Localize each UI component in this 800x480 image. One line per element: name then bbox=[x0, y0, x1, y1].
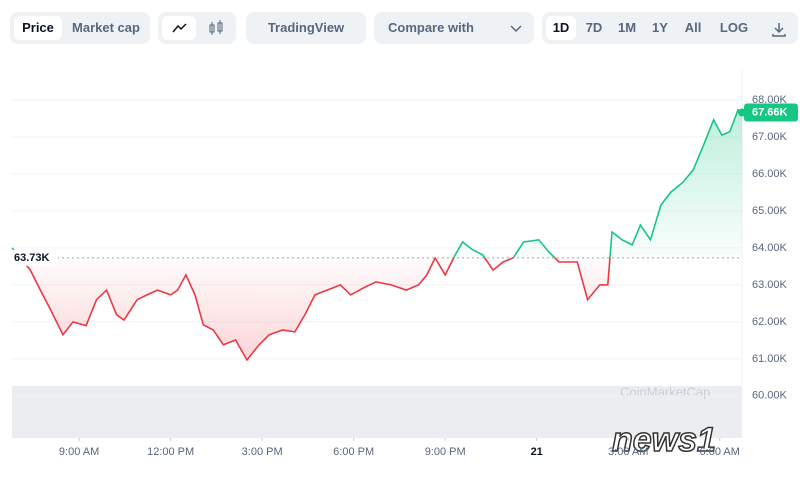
y-tick-label: 62.00K bbox=[752, 316, 788, 328]
range-1m[interactable]: 1M bbox=[617, 20, 637, 35]
watermark: CoinMarketCap bbox=[620, 384, 710, 399]
chevron bbox=[510, 25, 522, 33]
y-tick-label: 65.00K bbox=[752, 205, 788, 217]
icon bbox=[172, 23, 187, 33]
range-1d[interactable]: 1D bbox=[546, 16, 576, 40]
last-badge bbox=[744, 103, 798, 122]
baseline-label: 63.73K bbox=[14, 252, 50, 264]
price-line bbox=[11, 108, 743, 362]
icon bbox=[209, 20, 223, 35]
y-tick-label: 61.00K bbox=[752, 353, 788, 365]
y-tick-label: 66.00K bbox=[752, 168, 788, 180]
y-tick-label: 63.00K bbox=[752, 279, 788, 291]
download-icon[interactable] bbox=[770, 20, 788, 38]
x-tick-label: 3:00 AM bbox=[608, 446, 648, 458]
x-tick-label: 12:00 PM bbox=[147, 446, 194, 458]
range-7d[interactable]: 7D bbox=[585, 20, 603, 35]
candle-icon[interactable] bbox=[200, 16, 232, 40]
volume-band bbox=[12, 386, 742, 438]
baseline-badge bbox=[10, 249, 58, 266]
compare-dropdown[interactable]: Compare with bbox=[388, 20, 474, 35]
x-tick-label: 3:00 PM bbox=[242, 446, 283, 458]
range-group bbox=[542, 12, 798, 44]
log-button[interactable]: LOG bbox=[719, 20, 749, 35]
x-tick-label: 21 bbox=[531, 446, 543, 458]
area bbox=[12, 109, 742, 361]
market-cap-tab[interactable]: Market cap bbox=[72, 20, 140, 35]
last-label: 67.66K bbox=[752, 106, 788, 118]
range-1y[interactable]: 1Y bbox=[652, 20, 668, 35]
tradingview-group bbox=[246, 12, 366, 44]
x-tick-label: 9:00 PM bbox=[425, 446, 466, 458]
y-tick-label: 60.00K bbox=[752, 390, 788, 402]
news-watermark: news1 bbox=[612, 421, 716, 459]
y-tick-label: 64.00K bbox=[752, 242, 788, 254]
range-all[interactable]: All bbox=[684, 20, 702, 35]
x-tick-label: 6:00 PM bbox=[333, 446, 374, 458]
price-tab[interactable]: Price bbox=[14, 16, 62, 40]
x-tick-label: 9:00 AM bbox=[59, 446, 99, 458]
line-icon[interactable] bbox=[162, 16, 196, 40]
tradingview-label: TradingView bbox=[267, 20, 345, 35]
x-tick-label: 6:00 AM bbox=[700, 446, 740, 458]
tradingview-button[interactable]: TradingView bbox=[250, 16, 362, 40]
y-tick-label: 68.00K bbox=[752, 94, 788, 106]
compare-group bbox=[374, 12, 534, 44]
y-tick-label: 67.00K bbox=[752, 131, 788, 143]
